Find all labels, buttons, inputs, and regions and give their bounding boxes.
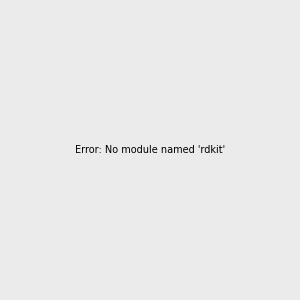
Text: Error: No module named 'rdkit': Error: No module named 'rdkit' — [75, 145, 225, 155]
